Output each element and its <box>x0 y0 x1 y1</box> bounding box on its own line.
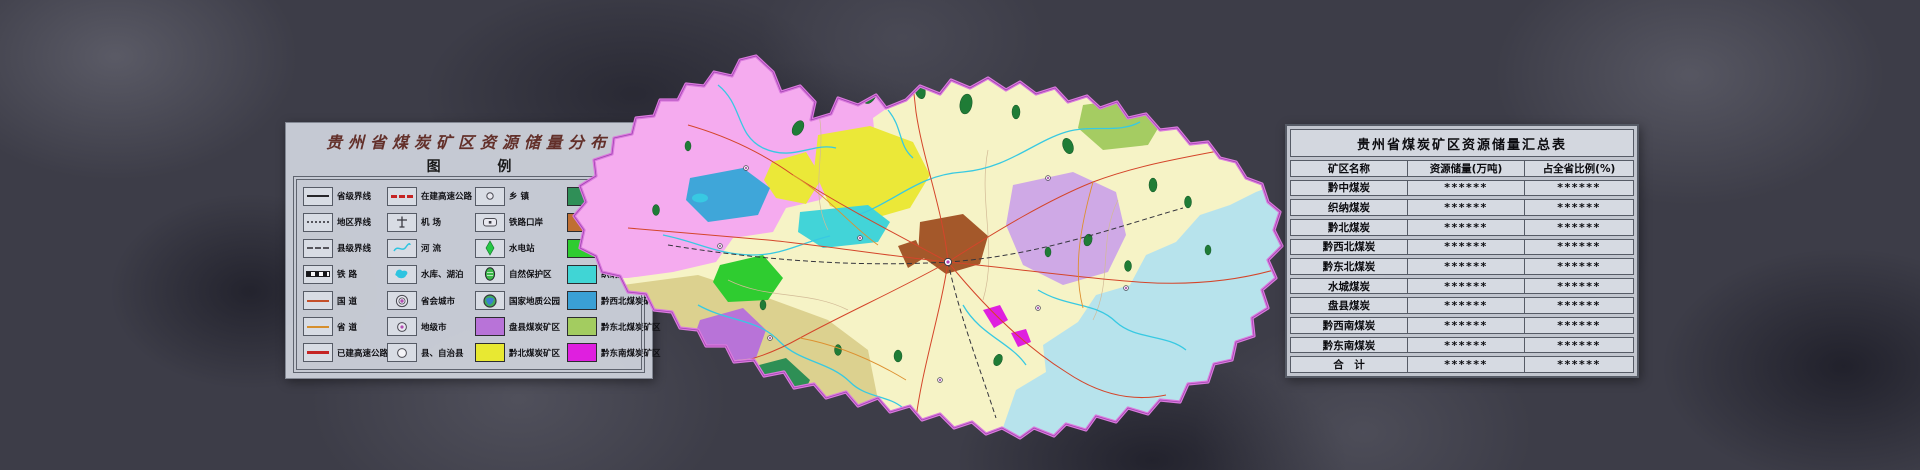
table-row: 黔西北煤炭 ****** ****** <box>1290 238 1634 256</box>
legend-item-qianxibei-area: 黔西北煤炭矿区 <box>567 288 661 314</box>
guizhou-coal-map <box>568 50 1288 442</box>
legend-item-province-boundary: 省级界线 <box>303 183 387 209</box>
national-geopark-icon <box>475 291 505 311</box>
legend-subtitle: 图 例 <box>426 159 538 175</box>
capital-city-icon <box>387 291 417 311</box>
legend-item-hydropower: 水电站 <box>475 235 567 261</box>
legend-item-expressway-under-construction: 在建高速公路 <box>387 183 475 209</box>
expressway-built-line-icon <box>303 343 333 363</box>
legend-item-national-road: 国 道 <box>303 288 387 314</box>
legend-item-airport: 机 场 <box>387 209 475 235</box>
map-area-qiandongnan-magenta <box>983 305 1008 328</box>
legend-item-region-boundary: 地区界线 <box>303 209 387 235</box>
qianbei-color-swatch <box>475 343 505 363</box>
table-row-total: 合 计 ****** ****** <box>1290 356 1634 374</box>
legend-item-capital-city: 省会城市 <box>387 288 475 314</box>
col-header-ratio: 占全省比例(%) <box>1542 162 1616 175</box>
map-area-shuicheng-green <box>713 255 783 302</box>
table-row: 黔北煤炭 ****** ****** <box>1290 218 1634 236</box>
panxian-color-swatch <box>475 317 505 337</box>
map-area-qianzhong-brown <box>918 214 988 274</box>
town-icon <box>475 186 505 206</box>
provincial-road-line-icon <box>303 317 333 337</box>
legend-item-railway-port: 铁路口岸 <box>475 209 567 235</box>
county-boundary-line-icon <box>303 238 333 258</box>
railway-line-icon <box>303 264 333 284</box>
legend-item-provincial-road: 省 道 <box>303 314 387 340</box>
province-boundary-line-icon <box>303 186 333 206</box>
table-row: 黔西南煤炭 ****** ****** <box>1290 317 1634 334</box>
region-boundary-line-icon <box>303 212 333 232</box>
legend-item-nature-reserve: 自然保护区 <box>475 261 567 287</box>
map-provincial-roads <box>792 174 1094 381</box>
map-north-enclave <box>857 67 881 89</box>
map-lake-caohai <box>692 193 708 203</box>
map-area-qianxibei-blue <box>686 168 770 222</box>
table-header-row: 矿区名称 资源储量(万吨) 占全省比例(%) <box>1290 160 1634 177</box>
map-area-qianzhong-brown-2 <box>898 240 924 268</box>
lake-icon <box>387 264 417 284</box>
hydropower-icon <box>475 238 505 258</box>
map-area-zhina-cyan <box>798 205 890 248</box>
qiandongbei-color-swatch <box>567 317 597 337</box>
county-icon <box>387 343 417 363</box>
map-area-qianbei-yellow <box>814 126 930 220</box>
map-region-center-lavender <box>1006 172 1126 285</box>
col-header-area-name: 矿区名称 <box>1291 161 1408 176</box>
zhina-color-swatch <box>567 264 597 284</box>
river-icon <box>387 238 417 258</box>
legend-item-railway: 铁 路 <box>303 261 387 287</box>
legend-item-prefecture-city: 地级市 <box>387 314 475 340</box>
table-row: 黔东南煤炭 ****** ****** <box>1290 336 1634 354</box>
map-city-markers <box>717 165 1129 383</box>
legend-item-county-boundary: 县级界线 <box>303 235 387 261</box>
table-row: 黔中煤炭 ****** ****** <box>1290 179 1634 197</box>
guizhou-map-svg <box>572 54 1284 440</box>
qianxibei-color-swatch <box>567 291 597 311</box>
legend-item-town: 乡 镇 <box>475 183 567 209</box>
legend-item-qiandongbei-area: 黔东北煤炭矿区 <box>567 314 661 340</box>
table-row: 盘县煤炭 ****** ****** <box>1290 297 1634 315</box>
railway-port-icon <box>475 212 505 232</box>
nature-reserve-icon <box>475 264 505 284</box>
map-rivers <box>662 84 1187 409</box>
legend-item-qiandongnan-area: 黔东南煤炭矿区 <box>567 340 661 366</box>
legend-item-national-geopark: 国家地质公园 <box>475 288 567 314</box>
prefecture-city-icon <box>387 317 417 337</box>
qiandongnan-color-swatch <box>567 343 597 363</box>
national-road-line-icon <box>303 291 333 311</box>
legend-item-river: 河 流 <box>387 235 475 261</box>
legend-title: 贵州省煤炭矿区资源储量分布 <box>325 133 612 152</box>
legend-item-qianbei-area: 黔北煤炭矿区 <box>475 340 567 366</box>
table-row: 黔东北煤炭 ****** ****** <box>1290 258 1634 275</box>
legend-item-lake: 水库、湖泊 <box>387 261 475 287</box>
summary-table-title: 贵州省煤炭矿区资源储量汇总表 <box>1290 129 1634 157</box>
summary-table-panel: 贵州省煤炭矿区资源储量汇总表 矿区名称 资源储量(万吨) 占全省比例(%) 黔中… <box>1285 124 1639 378</box>
legend-item-panxian-area: 盘县煤炭矿区 <box>475 314 567 340</box>
expressway-under-construction-line-icon <box>387 186 417 206</box>
table-row: 织纳煤炭 ****** ****** <box>1290 199 1634 216</box>
airport-icon <box>387 212 417 232</box>
legend-item-expressway-built: 已建高速公路 <box>303 340 388 366</box>
col-header-reserve: 资源储量(万吨) <box>1408 161 1525 176</box>
table-row: 水城煤炭 ****** ****** <box>1290 277 1634 295</box>
legend-item-county: 县、自治县 <box>387 340 475 366</box>
